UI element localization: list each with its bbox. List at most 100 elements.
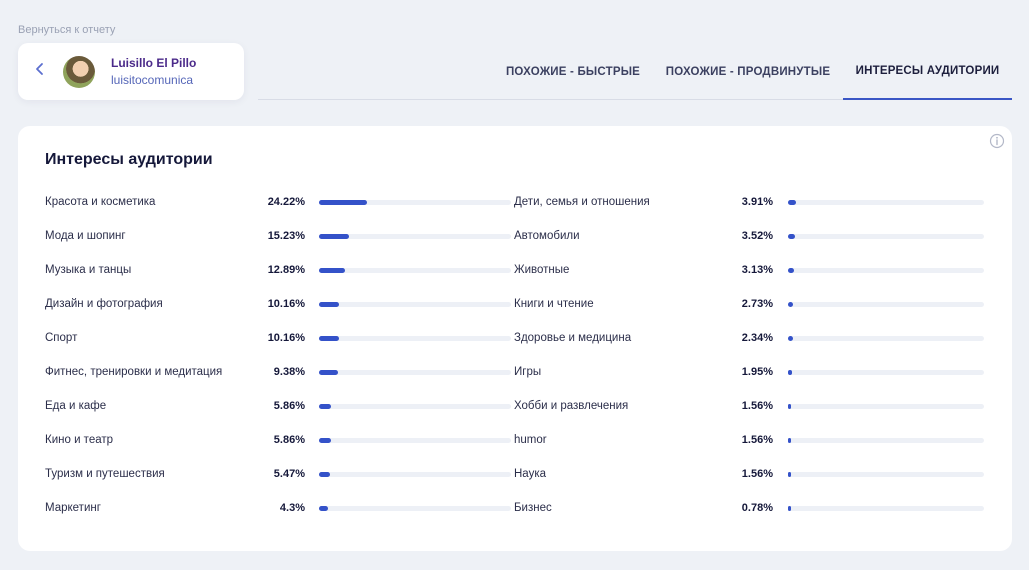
interest-bar-track [319, 505, 511, 511]
profile-handle[interactable]: luisitocomunica [111, 73, 194, 87]
interest-row: Автомобили 3.52% [514, 229, 994, 243]
interest-percent: 0.78% [741, 502, 773, 514]
interest-bar-track [788, 199, 984, 205]
chevron-left-icon [36, 63, 43, 75]
interest-bar-track [319, 233, 511, 239]
interest-percent: 3.13% [741, 264, 773, 276]
interest-row: Фитнес, тренировки и медитация 9.38% [45, 365, 525, 379]
interest-percent: 2.73% [741, 298, 773, 310]
interest-bar-track [319, 335, 511, 341]
tab-similar-advanced[interactable]: ПОХОЖИЕ - ПРОДВИНУТЫЕ [665, 65, 831, 78]
interest-row: Спорт 10.16% [45, 331, 525, 345]
interest-row: Животные 3.13% [514, 263, 994, 277]
interest-bar-fill [788, 301, 794, 307]
interest-bar-fill [788, 471, 792, 477]
profile-info: Luisillo El Pillo luisitocomunica [111, 56, 196, 87]
interest-percent: 10.16% [267, 332, 305, 344]
interest-label: Дети, семья и отношения [514, 196, 650, 208]
interest-percent: 5.47% [273, 468, 305, 480]
interest-percent: 2.34% [741, 332, 773, 344]
audience-interests-panel: Интересы аудитории Красота и косметика 24… [18, 126, 1012, 551]
interest-label: Бизнес [514, 502, 552, 514]
interest-percent: 5.86% [273, 434, 305, 446]
interest-label: Наука [514, 468, 547, 480]
profile-name: Luisillo El Pillo [111, 56, 197, 70]
interest-label: Мода и шопинг [45, 230, 126, 242]
tab-bar: ПОХОЖИЕ - БЫСТРЫЕ ПОХОЖИЕ - ПРОДВИНУТЫЕ … [258, 43, 1012, 100]
interest-percent: 1.56% [741, 468, 773, 480]
interest-bar-fill [788, 233, 795, 239]
interest-percent: 5.86% [273, 400, 305, 412]
interest-row: Дизайн и фотография 10.16% [45, 297, 525, 311]
interest-label: Игры [514, 366, 542, 378]
interest-label: Туризм и путешествия [45, 468, 165, 480]
interest-percent: 15.23% [267, 230, 305, 242]
interest-row: Наука 1.56% [514, 467, 994, 481]
interest-row: Еда и кафе 5.86% [45, 399, 525, 413]
tab-audience-interests[interactable]: ИНТЕРЕСЫ АУДИТОРИИ [843, 43, 1012, 100]
interest-row: Кино и театр 5.86% [45, 433, 525, 447]
interest-bar-track [788, 403, 984, 409]
interest-percent: 1.56% [741, 400, 773, 412]
interest-bar-fill [319, 301, 340, 307]
back-to-report-link[interactable]: Вернуться к отчету [18, 24, 116, 36]
interest-label: Спорт [45, 332, 78, 344]
back-chevron-button[interactable] [18, 62, 62, 81]
interest-bar-track [319, 199, 511, 205]
interest-bar-fill [788, 199, 796, 205]
interest-label: Дизайн и фотография [45, 298, 163, 310]
interest-bar-fill [319, 369, 338, 375]
interest-row: Книги и чтение 2.73% [514, 297, 994, 311]
interest-row: Маркетинг 4.3% [45, 501, 525, 515]
interest-bar-track [788, 505, 984, 511]
interest-percent: 3.52% [741, 230, 773, 242]
interest-row: humor 1.56% [514, 433, 994, 447]
interest-bar-fill [788, 335, 793, 341]
interest-bar-track [319, 403, 511, 409]
interest-row: Здоровье и медицина 2.34% [514, 331, 994, 345]
info-icon[interactable] [989, 133, 1005, 149]
interest-label: Здоровье и медицина [514, 332, 632, 344]
interest-label: humor [514, 434, 547, 446]
interest-bar-fill [319, 199, 367, 205]
interest-row: Музыка и танцы 12.89% [45, 263, 525, 277]
interest-label: Животные [514, 264, 570, 276]
interest-bar-track [788, 301, 984, 307]
interest-label: Хобби и развлечения [514, 400, 629, 412]
interest-row: Туризм и путешествия 5.47% [45, 467, 525, 481]
interest-percent: 4.3% [279, 502, 305, 514]
interest-bar-track [788, 437, 984, 443]
interest-row: Бизнес 0.78% [514, 501, 994, 515]
interest-row: Игры 1.95% [514, 365, 994, 379]
interest-percent: 3.91% [741, 196, 773, 208]
interest-label: Еда и кафе [45, 400, 107, 412]
interest-bar-track [788, 369, 984, 375]
interest-bar-fill [319, 267, 345, 273]
interest-bar-fill [788, 267, 795, 273]
interest-bar-track [319, 437, 511, 443]
interest-percent: 1.95% [741, 366, 773, 378]
tab-similar-fast[interactable]: ПОХОЖИЕ - БЫСТРЫЕ [505, 65, 641, 78]
interest-label: Кино и театр [45, 434, 114, 446]
interest-label: Фитнес, тренировки и медитация [45, 366, 223, 378]
interest-bar-fill [319, 437, 331, 443]
interest-bar-fill [319, 471, 330, 477]
interest-label: Книги и чтение [514, 298, 594, 310]
interest-row: Дети, семья и отношения 3.91% [514, 195, 994, 209]
profile-card: Luisillo El Pillo luisitocomunica [18, 43, 244, 100]
interest-percent: 12.89% [267, 264, 305, 276]
interest-bar-track [788, 335, 984, 341]
interest-bar-track [788, 267, 984, 273]
interest-percent: 9.38% [273, 366, 305, 378]
interest-label: Маркетинг [45, 502, 101, 514]
interest-bar-track [319, 471, 511, 477]
interest-row: Хобби и развлечения 1.56% [514, 399, 994, 413]
interest-label: Музыка и танцы [45, 264, 132, 276]
interest-percent: 10.16% [267, 298, 305, 310]
interest-bar-track [319, 369, 511, 375]
interest-bar-fill [788, 403, 792, 409]
interest-bar-fill [788, 437, 792, 443]
interest-bar-fill [788, 505, 791, 511]
interest-bar-fill [788, 369, 792, 375]
interest-row: Красота и косметика 24.22% [45, 195, 525, 209]
